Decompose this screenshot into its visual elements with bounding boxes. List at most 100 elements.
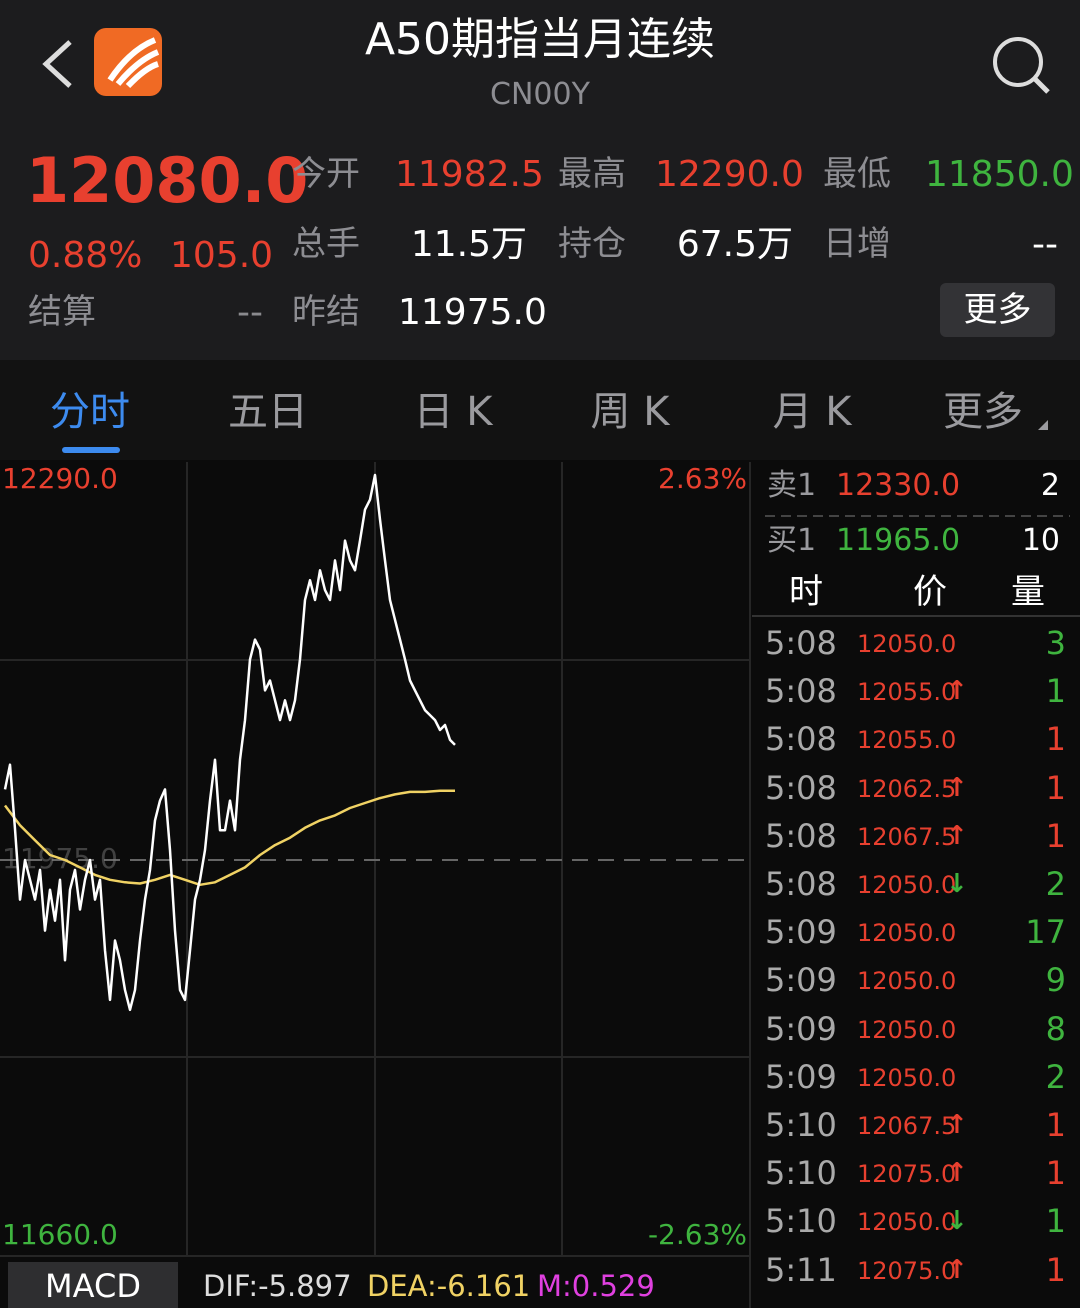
macd-dea: DEA:-6.161 [367,1269,531,1303]
macd-button[interactable]: MACD [45,1267,141,1305]
trade-arrow: ↑ [946,820,968,851]
more-button[interactable]: 更多 [940,283,1055,337]
y-tick-label: 11660.0 [2,1218,118,1251]
field-label: 最低 [823,154,891,194]
back-button[interactable] [42,40,72,88]
trade-volume: 1 [1045,1106,1066,1144]
book-volume: 2 [1040,468,1060,503]
trade-volume: 1 [1045,768,1066,807]
trade-arrow: ↓ [946,1206,968,1237]
trade-volume: 1 [1045,816,1066,855]
field-value: 11975.0 [398,292,547,333]
trade-arrow: ↑ [946,772,968,803]
book-price: 12330.0 [836,468,961,503]
book-side: 卖1 [767,468,817,503]
trade-time: 5:09 [765,1057,837,1096]
field-label: 持仓 [558,224,626,264]
trade-time: 5:10 [765,1202,837,1241]
field-label: 最高 [558,154,626,194]
grid [0,462,751,1308]
search-button[interactable] [993,37,1043,87]
trade-time: 5:09 [765,961,837,1000]
trade-volume: 9 [1045,961,1066,1000]
pct-label: -2.63% [648,1218,747,1251]
last-price: 12080.0 [26,144,309,217]
trade-arrow: ↑ [946,1254,968,1285]
field-value: -- [237,292,263,333]
trade-price: 12075.0 [857,1160,957,1189]
logo-mark [107,37,160,89]
trades-header: 价 [913,572,947,612]
trade-price: 12055.0 [857,726,957,755]
change: 105.0 [170,235,274,276]
field-value: 11982.5 [395,154,544,195]
trade-price: 12075.0 [857,1256,957,1285]
trade-price: 12050.0 [857,1208,957,1237]
title: A50期指当月连续 [364,14,716,65]
trade-volume: 2 [1045,1057,1066,1096]
field-value: -- [1032,224,1058,265]
trade-price: 12050.0 [857,871,957,899]
average-line [4,789,455,887]
trade-time: 5:08 [765,624,837,662]
tab-indicator [62,447,120,453]
book-price: 11965.0 [836,523,961,558]
symbol-code: CN00Y [490,77,590,112]
quote-panel [0,0,1080,360]
macd-dif: DIF:-5.897 [203,1269,352,1303]
trade-price: 12067.5 [857,822,957,851]
trade-price: 12062.5 [857,774,957,803]
trade-time: 5:11 [765,1250,837,1289]
trade-volume: 3 [1045,624,1066,662]
trade-time: 5:08 [765,768,837,807]
tab-bar [0,360,1080,460]
trade-volume: 1 [1045,672,1066,711]
macd-m: M:0.529 [537,1269,655,1303]
trade-time: 5:09 [765,1009,837,1048]
trade-time: 5:10 [765,1154,837,1193]
trade-price: 12050.0 [857,967,957,996]
tab[interactable]: 月 K [772,389,852,435]
header-icons [42,28,1050,96]
trade-price: 12067.5 [857,1112,957,1140]
field-value: 11.5万 [410,224,527,265]
trade-volume: 1 [1045,1154,1066,1193]
trade-volume: 1 [1045,720,1066,759]
trade-volume: 2 [1045,865,1066,903]
price-line [3,473,456,1012]
book-side: 买1 [767,523,817,558]
book-volume: 10 [1021,523,1060,558]
y-tick-label: 12290.0 [2,462,118,495]
trade-arrow: ↑ [946,1158,968,1189]
search-handle [1032,76,1050,94]
trade-time: 5:09 [765,913,837,952]
trade-time: 5:08 [765,816,837,855]
trades-header: 时 [789,572,823,612]
trade-arrow: ↑ [946,1110,968,1140]
trade-volume: 1 [1045,1250,1066,1289]
dropdown-mark [1038,420,1048,430]
trade-volume: 8 [1045,1009,1066,1048]
trade-arrow: ↓ [946,869,968,899]
field-label: 昨结 [292,292,360,332]
trade-time: 5:08 [765,865,837,903]
field-value: 67.5万 [676,224,793,265]
trade-volume: 17 [1025,913,1066,952]
trade-arrow: ↑ [946,676,968,707]
trade-time: 5:10 [765,1106,837,1144]
trade-price: 12050.0 [857,919,957,948]
field-label: 日增 [823,224,891,264]
trade-time: 5:08 [765,672,837,711]
change-pct: 0.88% [28,235,143,276]
tab[interactable]: 周 K [590,389,670,435]
macd-button-bg[interactable] [8,1262,178,1308]
field-label: 今开 [292,154,360,194]
tab[interactable]: 更多 [943,389,1023,435]
tab[interactable]: 日 K [413,389,493,435]
trade-price: 12055.0 [857,678,957,707]
field-value: 11850.0 [925,154,1074,195]
tab[interactable]: 分时 [50,389,130,435]
trades-header: 量 [1011,572,1045,612]
tab[interactable]: 五日 [228,389,308,435]
